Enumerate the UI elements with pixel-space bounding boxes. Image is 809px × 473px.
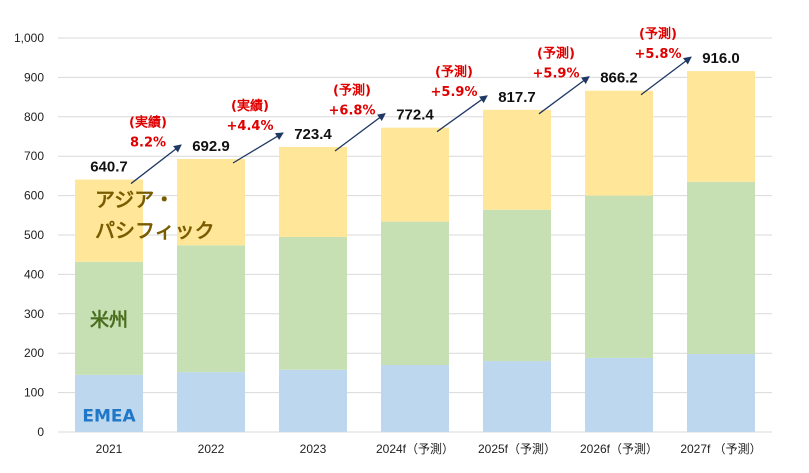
growth-labels: (実績) 8.2% (実績) +4.4% (予測) +6.8% (予測) +5.9% (予測) +…: [129, 26, 681, 150]
x-tick-label: 2027f （予測）: [680, 442, 761, 456]
growth-label-kind: (予測): [435, 64, 473, 80]
bar-segment: [381, 221, 449, 366]
growth-label-rate: +5.9%: [431, 85, 478, 100]
bar-segment: [381, 365, 449, 432]
x-tick-label: 2026f（予測）: [580, 442, 658, 456]
growth-arrows: [130, 56, 692, 185]
growth-label-rate: +5.9%: [533, 66, 580, 81]
y-tick-label: 200: [24, 346, 44, 360]
growth-label-rate: +4.4%: [227, 119, 274, 134]
y-tick-label: 600: [24, 189, 44, 203]
growth-arrow: [538, 76, 590, 115]
x-tick-label: 2022: [198, 442, 225, 456]
y-tick-label: 100: [24, 386, 44, 400]
growth-label-kind: (予測): [537, 45, 575, 61]
growth-label-rate: +6.8%: [329, 103, 376, 118]
x-tick-label: 2024f（予測）: [376, 442, 454, 456]
growth-arrow: [640, 56, 692, 96]
series-labels: EMEA 米州 アジア・パシフィック: [82, 188, 214, 427]
y-axis: 0 100 200 300 400 500 600 700 800 900 1,000: [14, 31, 44, 439]
y-tick-label: 900: [24, 70, 44, 84]
y-tick-label: 500: [24, 228, 44, 242]
bar-segment: [687, 353, 755, 432]
bar-segment: [687, 181, 755, 354]
total-labels: 640.7 692.9 723.4 772.4 817.7 866.2 916.0: [90, 50, 740, 175]
bar-segment: [279, 369, 347, 432]
series-label-emea: EMEA: [82, 407, 136, 427]
growth-label-kind: (予測): [333, 82, 371, 98]
y-tick-label: 300: [24, 307, 44, 321]
bar-segment: [483, 209, 551, 362]
total-label: 817.7: [498, 89, 536, 106]
growth-label-rate: +5.8%: [635, 47, 682, 62]
total-label: 723.4: [294, 126, 332, 143]
bar-segment: [585, 357, 653, 432]
bar-segment: [483, 109, 551, 210]
bar-segment: [75, 261, 143, 375]
growth-label-kind: (実績): [129, 114, 167, 130]
series-label-apac-line2: パシフィック: [95, 219, 215, 243]
growth-arrow: [436, 95, 488, 133]
series-label-apac-line1: アジア・: [95, 188, 174, 212]
total-label: 866.2: [600, 70, 638, 87]
bars: [75, 71, 755, 432]
x-tick-label: 2025f（予測）: [478, 442, 556, 456]
series-label-americas: 米州: [90, 308, 128, 331]
y-tick-label: 0: [37, 425, 44, 439]
y-tick-label: 700: [24, 149, 44, 163]
bar-segment: [279, 146, 347, 237]
y-tick-label: 400: [24, 267, 44, 281]
bar-segment: [687, 71, 755, 182]
bar-segment: [483, 361, 551, 432]
bar-segment: [75, 374, 143, 432]
x-tick-label: 2021: [96, 442, 123, 456]
bar-segment: [177, 245, 245, 373]
growth-arrow: [334, 113, 386, 152]
growth-label-kind: (予測): [639, 26, 677, 42]
x-axis: 2021 2022 2023 2024f（予測） 2025f（予測） 2026f（予測） 2…: [96, 442, 762, 456]
growth-label-kind: (実績): [231, 98, 269, 114]
growth-arrow: [232, 132, 284, 164]
y-tick-label: 800: [24, 110, 44, 124]
bar-segment: [381, 127, 449, 222]
bar-segment: [279, 236, 347, 370]
bar-segment: [177, 158, 245, 246]
growth-arrow: [130, 144, 182, 185]
bar-segment: [585, 195, 653, 358]
growth-label-rate: 8.2%: [130, 135, 166, 150]
total-label: 692.9: [192, 138, 230, 155]
x-tick-label: 2023: [300, 442, 327, 456]
bar-segment: [585, 90, 653, 196]
total-label: 772.4: [396, 107, 434, 124]
bar-segment: [177, 372, 245, 432]
total-label: 916.0: [702, 50, 740, 67]
bar-segment: [75, 179, 143, 262]
y-tick-label: 1,000: [14, 31, 44, 45]
total-label: 640.7: [90, 159, 128, 176]
